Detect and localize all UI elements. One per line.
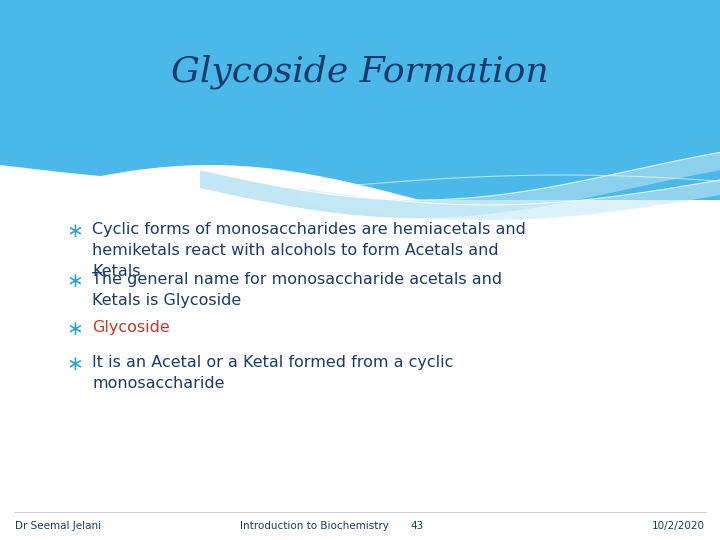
Text: ∗: ∗ <box>66 272 84 291</box>
Text: 10/2/2020: 10/2/2020 <box>652 521 705 531</box>
Text: ∗: ∗ <box>66 355 84 374</box>
Polygon shape <box>300 180 720 220</box>
Text: ∗: ∗ <box>66 320 84 339</box>
Text: ∗: ∗ <box>66 222 84 241</box>
Text: It is an Acetal or a Ketal formed from a cyclic
monosaccharide: It is an Acetal or a Ketal formed from a… <box>92 355 454 391</box>
Text: Introduction to Biochemistry: Introduction to Biochemistry <box>240 521 389 531</box>
Text: The general name for monosaccharide acetals and
Ketals is Glycoside: The general name for monosaccharide acet… <box>92 272 502 308</box>
Text: 43: 43 <box>410 521 423 531</box>
Text: Glycoside Formation: Glycoside Formation <box>171 55 549 89</box>
Bar <box>0 0 720 200</box>
Text: Cyclic forms of monosaccharides are hemiacetals and
hemiketals react with alcoho: Cyclic forms of monosaccharides are hemi… <box>92 222 526 279</box>
Text: Dr Seemal Jelani: Dr Seemal Jelani <box>15 521 101 531</box>
Polygon shape <box>0 165 720 205</box>
Text: Glycoside: Glycoside <box>92 320 170 335</box>
Polygon shape <box>200 152 720 218</box>
Polygon shape <box>0 165 420 200</box>
